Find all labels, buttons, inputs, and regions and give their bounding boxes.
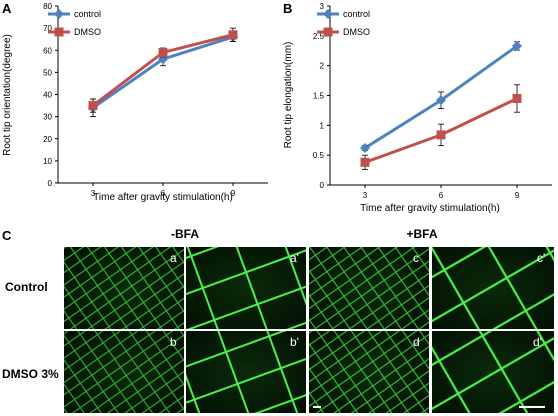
data-point-dmso — [436, 130, 446, 140]
column-label-minus-bfa: -BFA — [171, 227, 199, 241]
micrograph-label-a: a — [170, 251, 177, 265]
data-point-control — [436, 95, 446, 106]
data-point-dmso — [228, 30, 238, 40]
panel-letter-a: A — [2, 1, 12, 16]
row-label-dmso: DMSO 3% — [2, 367, 59, 381]
y-tick-label: 2.5 — [313, 32, 325, 41]
micrograph-d: d — [309, 331, 429, 413]
y-tick-label: 70 — [43, 24, 52, 33]
legend-label-control: control — [74, 9, 101, 19]
micrograph-label-d: d — [413, 335, 420, 349]
y-tick-label: 60 — [43, 46, 52, 55]
y-tick-label: 80 — [43, 2, 52, 11]
y-tick-label: 40 — [43, 91, 52, 100]
data-point-control — [512, 40, 522, 51]
micrograph-grid: a a' c c' b b' — [64, 247, 554, 413]
x-tick-label: 9 — [231, 189, 236, 198]
scale-bar — [519, 406, 545, 408]
legend-marker — [323, 9, 333, 19]
micrograph-c: c — [309, 247, 429, 329]
chart-b-ylabel: Root tip elongation(mm) — [283, 42, 294, 149]
row-label-control: Control — [5, 280, 48, 294]
data-point-dmso — [158, 47, 168, 57]
micrograph-label-c-prime: c' — [537, 251, 545, 265]
chart-a: Root tip orientation(degree) Time after … — [2, 2, 268, 203]
y-tick-label: 0 — [48, 179, 53, 188]
scale-bar — [313, 406, 321, 408]
chart-a-xlabel: Time after gravity stimulation(h) — [93, 192, 233, 203]
micrograph-d-prime: d' — [432, 331, 554, 413]
x-tick-label: 3 — [363, 191, 368, 200]
data-point-dmso — [512, 93, 522, 103]
x-tick-label: 9 — [515, 191, 520, 200]
micrograph-a-prime: a' — [186, 247, 306, 329]
micrograph-label-c: c — [413, 251, 419, 265]
chart-b-xlabel: Time after gravity stimulation(h) — [360, 203, 500, 214]
legend-marker — [54, 9, 64, 19]
chart-b: Root tip elongation(mm) Time after gravi… — [283, 2, 552, 214]
y-tick-label: 1.5 — [313, 92, 325, 101]
data-point-dmso — [360, 157, 370, 167]
panel-letter-c: C — [2, 228, 12, 243]
legend-label-control: control — [343, 9, 370, 19]
micrograph-a: a — [64, 247, 184, 329]
legend-label-dmso: DMSO — [74, 27, 101, 37]
micrograph-label-a-prime: a' — [290, 251, 299, 265]
y-tick-label: 30 — [43, 113, 52, 122]
y-tick-label: 2 — [320, 62, 325, 71]
y-tick-label: 10 — [43, 157, 52, 166]
y-tick-label: 3 — [320, 2, 325, 11]
micrograph-label-d-prime: d' — [533, 335, 542, 349]
micrograph-b: b — [64, 331, 184, 413]
y-tick-label: 0.5 — [313, 151, 325, 160]
y-tick-label: 20 — [43, 135, 52, 144]
y-tick-label: 1 — [320, 121, 325, 130]
legend-marker — [54, 27, 64, 37]
legend-marker — [323, 27, 333, 37]
y-tick-label: 50 — [43, 68, 52, 77]
x-tick-label: 6 — [439, 191, 444, 200]
x-tick-label: 3 — [91, 189, 96, 198]
data-point-control — [360, 143, 370, 154]
micrograph-label-b: b — [170, 335, 177, 349]
chart-a-ylabel: Root tip orientation(degree) — [2, 34, 13, 156]
series-line-control — [92, 35, 234, 110]
micrograph-b-prime: b' — [186, 331, 306, 413]
panel-letter-b: B — [283, 1, 292, 16]
legend-label-dmso: DMSO — [343, 27, 370, 37]
micrograph-c-prime: c' — [432, 247, 554, 329]
data-point-dmso — [88, 101, 98, 111]
x-tick-label: 6 — [161, 189, 166, 198]
column-label-plus-bfa: +BFA — [406, 227, 437, 241]
micrograph-label-b-prime: b' — [290, 335, 299, 349]
y-tick-label: 0 — [320, 181, 325, 190]
